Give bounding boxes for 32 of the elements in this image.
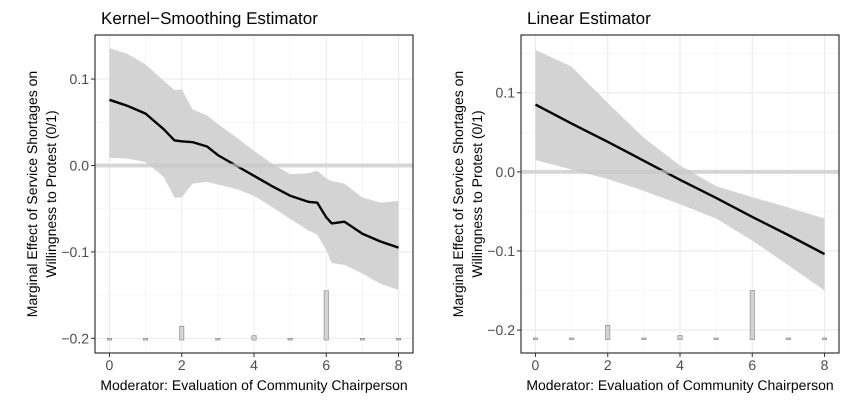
- y-tick-label: −0.2: [61, 330, 90, 346]
- bar: [324, 290, 329, 340]
- y-tick-label: 0.1: [70, 71, 90, 88]
- x-tick-label: 2: [604, 357, 612, 373]
- bar: [678, 335, 682, 340]
- y-axis-title: Marginal Effect of Service Shortages on Willingness to Protest (0/1): [450, 70, 485, 318]
- y-tick-label: 0.1: [496, 84, 516, 101]
- bar: [750, 290, 755, 340]
- y-tick-label: 0.0: [496, 164, 516, 180]
- line-series: [534, 103, 826, 256]
- x-tick-label: 4: [676, 357, 684, 373]
- y-axis-title: Marginal Effect of Service Shortages on Willingness to Protest (0/1): [24, 70, 59, 318]
- chart-title: Kernel−Smoothing Estimator: [101, 9, 318, 28]
- x-tick-label: 8: [394, 357, 403, 373]
- x-axis-title: Moderator: Evaluation of Community Chairperson: [526, 377, 834, 393]
- x-tick-label: 2: [178, 357, 186, 373]
- x-tick-label: 6: [748, 357, 756, 373]
- bar: [179, 326, 184, 340]
- line-series: [108, 98, 400, 249]
- x-tick-label: 4: [250, 357, 258, 373]
- y-tick-label: −0.1: [487, 242, 516, 259]
- x-axis-title: Moderator: Evaluation of Community Chairperson: [100, 377, 408, 393]
- y-tick-label: −0.1: [61, 244, 90, 260]
- y-tick-label: −0.2: [487, 322, 516, 338]
- bar: [252, 335, 256, 340]
- x-tick-label: 0: [532, 357, 540, 373]
- bar: [605, 325, 610, 340]
- x-tick-label: 6: [322, 357, 330, 373]
- chart-title: Linear Estimator: [527, 9, 652, 28]
- x-tick-label: 0: [106, 357, 114, 373]
- x-tick-label: 8: [820, 357, 829, 373]
- y-tick-label: 0.0: [70, 157, 90, 174]
